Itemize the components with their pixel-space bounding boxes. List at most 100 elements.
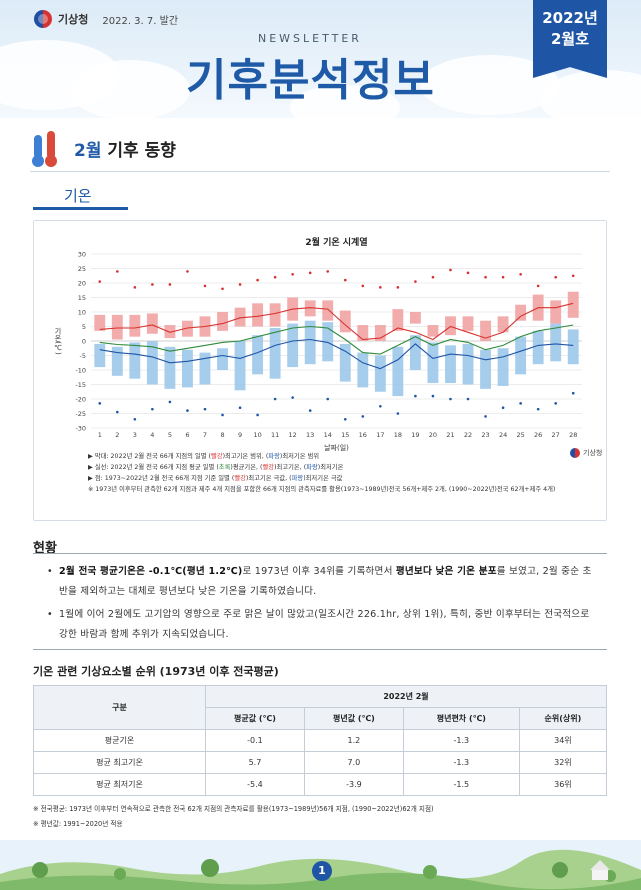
y-tick-label: -15 — [75, 381, 86, 389]
chart-note-stations: ※ 1973년 이후부터 관측한 62개 지점과 제주 4개 지점을 포함한 6… — [88, 486, 556, 493]
max-range-bar — [427, 325, 439, 337]
y-tick-label: 0 — [82, 338, 86, 346]
min-range-bar — [199, 352, 211, 385]
table-cell: 34위 — [518, 729, 608, 752]
max-range-bar — [182, 320, 193, 337]
max-range-bar — [322, 300, 334, 321]
x-tick-label: 7 — [203, 431, 207, 439]
max-range-bar — [497, 316, 509, 333]
issue-year: 2022년 — [542, 9, 598, 27]
max-range-bar — [567, 291, 579, 318]
record-low-point — [168, 400, 172, 404]
min-range-bar — [392, 346, 404, 397]
max-range-bar — [304, 300, 316, 317]
max-temp-line — [99, 302, 574, 341]
status-title: 현황 — [33, 541, 57, 556]
y-tick-label: -20 — [75, 396, 86, 404]
record-high-point — [308, 271, 312, 275]
min-range-bar — [287, 323, 299, 368]
y-tick-label: 25 — [78, 265, 86, 273]
temperature-chart: 2월 기온 시계열 30 25 20 15 10 5 0 -5 -10 -15 -20 -25 -30 기온… — [33, 220, 607, 521]
max-range-bar — [339, 310, 351, 333]
x-axis-label: 날짜(일) — [324, 443, 349, 452]
table-col-header: 순위(상위) — [518, 707, 608, 730]
record-high-point — [536, 284, 540, 288]
max-range-bar — [374, 325, 386, 341]
record-high-point — [186, 270, 189, 273]
table-cell: 5.7 — [205, 751, 305, 774]
max-range-bar — [111, 314, 123, 340]
min-range-bar — [515, 336, 527, 375]
record-low-point — [308, 409, 312, 412]
record-low-point — [238, 406, 242, 409]
min-range-bar — [462, 343, 474, 385]
record-low-point — [379, 404, 382, 408]
y-tick-label: -30 — [75, 425, 86, 433]
record-low-point — [133, 418, 137, 421]
record-low-point — [466, 397, 470, 401]
kma-logo-icon — [34, 10, 52, 28]
min-range-bar — [445, 345, 456, 384]
issue-date: 2022. 3. 7. 발간 — [102, 15, 179, 27]
record-low-point — [221, 413, 224, 417]
min-range-bar — [217, 348, 228, 370]
record-low-point — [431, 394, 435, 398]
x-tick-label: 26 — [534, 431, 542, 439]
row-label: 평균기온 — [33, 729, 206, 752]
x-tick-label: 3 — [133, 431, 137, 439]
min-range-bar — [322, 322, 334, 362]
x-tick-label: 15 — [341, 431, 349, 439]
x-tick-label: 19 — [411, 431, 419, 439]
section-month: 2월 — [74, 140, 102, 161]
chart-kma-logo: 기상청 — [570, 448, 602, 458]
table-cell: -0.1 — [205, 729, 305, 752]
max-range-bar — [164, 325, 176, 339]
x-tick-label: 25 — [516, 431, 524, 439]
record-high-point — [501, 275, 505, 279]
issue-ribbon: 2022년 2월호 — [533, 0, 607, 78]
max-range-bar — [217, 312, 228, 331]
record-high-point — [414, 280, 417, 283]
max-range-bar — [252, 303, 264, 327]
x-tick-label: 8 — [220, 431, 224, 439]
row-label: 평균 최저기온 — [33, 773, 206, 796]
status-bullet-2: 1월에 이어 2월에도 고기압의 영향으로 주로 맑은 날이 많았고(일조시간 … — [47, 605, 595, 645]
max-range-bar — [445, 316, 456, 336]
x-tick-label: 17 — [376, 431, 384, 439]
min-range-bar — [94, 343, 106, 368]
min-range-bar — [532, 330, 544, 365]
record-low-point — [449, 397, 452, 401]
max-range-bar — [409, 312, 421, 324]
table-cell: 36위 — [518, 773, 608, 796]
max-range-bar — [480, 320, 491, 341]
table-cell: -5.4 — [205, 773, 305, 796]
record-high-point — [256, 278, 259, 282]
y-tick-label: 15 — [78, 294, 86, 302]
y-tick-label: 20 — [78, 280, 86, 288]
issue-month: 2월호 — [550, 30, 590, 48]
max-range-bar — [462, 316, 474, 331]
table-cell: -3.9 — [303, 773, 404, 796]
tab-temperature: 기온 — [64, 187, 92, 205]
min-range-bar — [497, 348, 509, 386]
max-range-bar — [234, 307, 246, 327]
record-low-point — [501, 406, 505, 409]
page-number: 1 — [312, 861, 332, 881]
record-high-point — [291, 273, 294, 276]
min-range-bar — [304, 320, 316, 365]
x-tick-label: 12 — [289, 431, 297, 439]
record-low-point — [186, 409, 189, 412]
record-low-point — [361, 415, 365, 418]
min-range-bar — [129, 342, 141, 379]
x-tick-label: 20 — [429, 431, 437, 439]
table-col-header: 평년편차 (℃) — [402, 707, 520, 730]
table-col-header: 평년값 (℃) — [303, 707, 404, 730]
record-high-point — [361, 284, 365, 288]
table-group-header: 구분 — [33, 685, 206, 730]
y-tick-label: -25 — [75, 410, 86, 418]
x-tick-label: 28 — [569, 431, 577, 439]
x-tick-label: 1 — [98, 431, 102, 439]
x-tick-label: 5 — [168, 431, 172, 439]
x-tick-label: 11 — [271, 431, 279, 439]
x-tick-label: 4 — [150, 431, 154, 439]
